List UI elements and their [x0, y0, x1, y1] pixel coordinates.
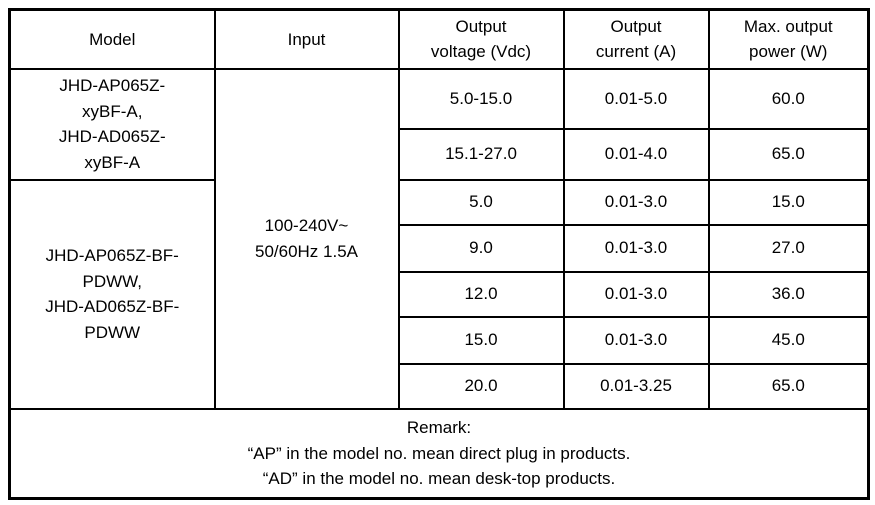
column-header-output-voltage: Output voltage (Vdc): [397, 8, 565, 70]
output-current-cell: 0.01-3.0: [562, 270, 710, 318]
max-power-cell: 15.0: [707, 178, 870, 226]
remark-row: Remark: “AP” in the model no. mean direc…: [8, 407, 870, 500]
table-row: JHD-AP065Z- xyBF-A, JHD-AD065Z- xyBF-A 1…: [8, 67, 870, 410]
column-header-output-current: Output current (A): [562, 8, 710, 70]
max-power-cell: 65.0: [707, 127, 870, 181]
column-header-max-output-power: Max. output power (W): [707, 8, 870, 70]
input-spec-cell: 100-240V~ 50/60Hz 1.5A: [213, 67, 400, 410]
output-voltage-cell: 20.0: [397, 362, 565, 410]
table-row: 12.0 0.01-3.0 36.0: [10, 270, 870, 318]
output-voltage-cell: 5.0-15.0: [397, 67, 565, 130]
output-current-cell: 0.01-3.25: [562, 362, 710, 410]
model-group-pdww: JHD-AP065Z-BF- PDWW, JHD-AD065Z-BF- PDWW: [8, 178, 216, 410]
header-row: Model Input Output voltage (Vdc) Output …: [8, 8, 870, 70]
model-group-xybf: JHD-AP065Z- xyBF-A, JHD-AD065Z- xyBF-A: [8, 67, 216, 181]
table-row: 20.0 0.01-3.25 65.0: [10, 362, 870, 410]
max-power-cell: 65.0: [707, 362, 870, 410]
output-current-cell: 0.01-5.0: [562, 67, 710, 130]
document-page: Model Input Output voltage (Vdc) Output …: [8, 8, 870, 500]
max-power-cell: 45.0: [707, 315, 870, 365]
output-current-cell: 0.01-3.0: [562, 223, 710, 273]
power-spec-table: Model Input Output voltage (Vdc) Output …: [8, 8, 870, 500]
output-voltage-cell: 12.0: [397, 270, 565, 318]
output-current-cell: 0.01-4.0: [562, 127, 710, 181]
table-row: 9.0 0.01-3.0 27.0: [10, 223, 870, 273]
output-voltage-cell: 15.1-27.0: [397, 127, 565, 181]
output-voltage-cell: 5.0: [397, 178, 565, 226]
column-header-input: Input: [213, 8, 400, 70]
max-power-cell: 27.0: [707, 223, 870, 273]
output-current-cell: 0.01-3.0: [562, 178, 710, 226]
output-voltage-cell: 9.0: [397, 223, 565, 273]
output-current-cell: 0.01-3.0: [562, 315, 710, 365]
table-row: 15.1-27.0 0.01-4.0 65.0: [10, 127, 870, 181]
max-power-cell: 36.0: [707, 270, 870, 318]
output-voltage-cell: 15.0: [397, 315, 565, 365]
max-power-cell: 60.0: [707, 67, 870, 130]
column-header-model: Model: [8, 8, 216, 70]
table-row: 15.0 0.01-3.0 45.0: [10, 315, 870, 365]
table-row: JHD-AP065Z-BF- PDWW, JHD-AD065Z-BF- PDWW…: [8, 178, 870, 410]
remark-text: Remark: “AP” in the model no. mean direc…: [8, 407, 870, 500]
